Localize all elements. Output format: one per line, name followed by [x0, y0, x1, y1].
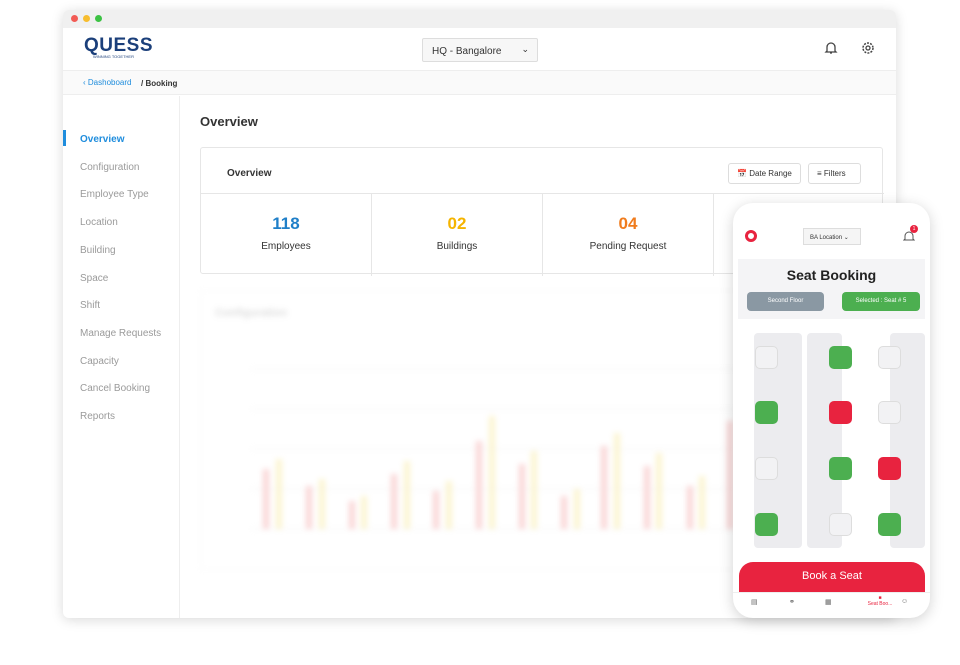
bottom-nav: ▤ ⚭ ▦ ■ Seat Boo... ☺ [733, 592, 930, 618]
sidebar-item[interactable]: Capacity [80, 355, 119, 367]
floor-button[interactable]: Second Floor [747, 292, 824, 311]
sidebar: Overview Configuration Employee Type Locati… [63, 96, 180, 618]
stat-value: 118 [272, 214, 300, 233]
nav-active-label: Seat Boo... [867, 601, 893, 607]
breadcrumb-bar: ‹ Dashoboard / Booking [63, 70, 896, 95]
breadcrumb-link[interactable]: Dashoboard [87, 78, 132, 87]
chart-title: Configuration [215, 307, 288, 319]
stat-cell: 04 Pending Request [543, 194, 714, 276]
overview-card: Overview 📅 Date Range ≡ Filters 118 Emplo… [200, 147, 884, 276]
notification-badge: 1 [910, 225, 918, 233]
sidebar-item[interactable]: Manage Requests [80, 327, 162, 339]
sidebar-item[interactable]: Cancel Booking [80, 383, 151, 395]
seat[interactable] [878, 513, 901, 536]
chart-bars [251, 368, 881, 530]
seat[interactable] [878, 346, 901, 369]
logo[interactable]: QUESS [84, 35, 154, 56]
phone-bell-icon[interactable] [903, 230, 915, 242]
sidebar-item[interactable]: Shift [80, 300, 101, 312]
sidebar-item[interactable]: Building [80, 244, 116, 256]
seat[interactable] [755, 346, 778, 369]
sidebar-item[interactable]: Reports [80, 411, 116, 422]
blurred-chart: Configuration [200, 290, 883, 570]
nav-icon[interactable]: ▤ [751, 599, 758, 606]
active-indicator [63, 130, 66, 146]
seat[interactable] [829, 346, 852, 369]
nav-active[interactable]: ■ Seat Boo... [867, 595, 893, 607]
stats-row: 118 Employees 02 Buildings 04 Pending Request [201, 193, 884, 276]
seat[interactable] [878, 401, 901, 424]
location-select[interactable]: HQ - Bangalore ⌄ [422, 38, 538, 62]
stat-label: Pending Request [589, 241, 667, 252]
sidebar-item[interactable]: Space [80, 272, 109, 284]
page-title: Overview [200, 114, 258, 129]
sidebar-item[interactable]: Configuration [80, 161, 140, 173]
phone-location-select[interactable]: BA Location ⌄ [803, 228, 861, 245]
breadcrumb-back[interactable]: ‹ Dashoboard [83, 78, 132, 87]
sidebar-item[interactable]: Employee Type [80, 189, 149, 201]
booking-title: Seat Booking [786, 267, 877, 283]
logo-tagline: WINNING TOGETHER [93, 54, 134, 59]
seat[interactable] [829, 457, 852, 480]
nav-icon[interactable]: ⚭ [789, 599, 795, 606]
location-text: HQ - Bangalore [432, 46, 502, 57]
breadcrumb-current: / Booking [141, 79, 178, 88]
title-bar [63, 10, 896, 28]
stat-value: 04 [618, 214, 638, 233]
book-seat-button[interactable]: Book a Seat [739, 562, 925, 592]
stat-label: Buildings [436, 241, 478, 252]
filters-button[interactable]: ≡ Filters [808, 163, 861, 184]
seat[interactable] [829, 513, 852, 536]
filters-text: Filters [823, 169, 846, 178]
card-title: Overview [227, 168, 272, 179]
seat[interactable] [755, 513, 778, 536]
bell-icon[interactable] [823, 40, 839, 56]
nav-icon[interactable]: ☺ [901, 598, 909, 605]
stat-value: 02 [447, 214, 467, 233]
phone: BA Location ⌄ 1 Seat Booking Second Floo… [733, 203, 930, 618]
phone-location-text: BA Location [810, 235, 843, 241]
booking-panel: Seat Booking Second Floor Selected : Sea… [738, 259, 925, 319]
stat-cell: 02 Buildings [372, 194, 543, 276]
seat[interactable] [878, 457, 901, 480]
nav-icon[interactable]: ▦ [825, 599, 832, 606]
settings-icon[interactable] [860, 40, 876, 56]
app-logo [745, 230, 757, 242]
sidebar-item[interactable]: Location [80, 217, 118, 229]
sidebar-item[interactable]: Overview [80, 134, 125, 145]
date-range-text: Date Range [749, 169, 792, 178]
seat[interactable] [755, 401, 778, 424]
seat[interactable] [755, 457, 778, 480]
stat-label: Employees [261, 241, 311, 252]
seat[interactable] [829, 401, 852, 424]
selected-seat-button[interactable]: Selected : Seat # 5 [842, 292, 920, 311]
date-range-button[interactable]: 📅 Date Range [728, 163, 801, 184]
stat-cell: 118 Employees [201, 194, 372, 276]
